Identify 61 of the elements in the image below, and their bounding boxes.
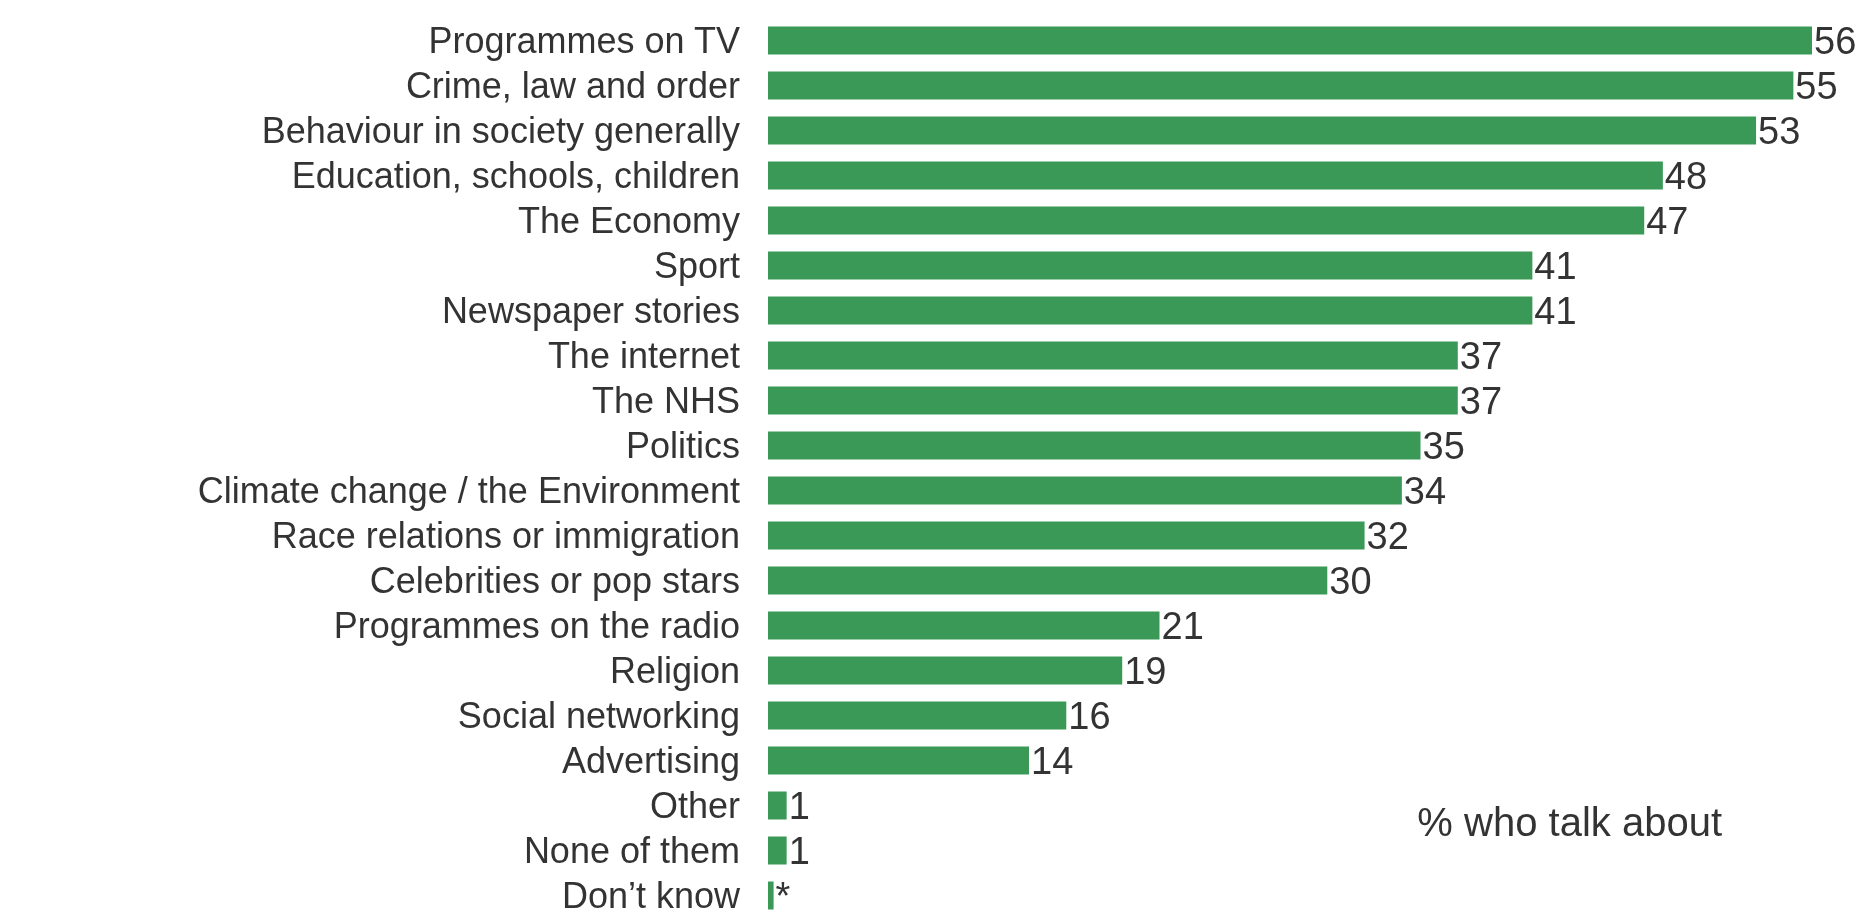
annotation: % who talk about [1417,800,1723,844]
y-tick-label: Religion [609,650,740,691]
y-tick-label: Celebrities or pop stars [369,560,740,601]
y-tick-label: The internet [547,335,740,376]
bar [768,116,1757,145]
data-label: 48 [1664,154,1708,197]
data-label: 21 [1161,604,1204,647]
data-label: 35 [1422,424,1465,467]
data-label: 1 [788,829,810,872]
data-label: 37 [1459,379,1503,422]
bar [768,521,1365,550]
data-label: 55 [1795,64,1838,107]
y-tick-label: Other [649,785,740,826]
data-label: 37 [1459,334,1503,377]
y-tick-label: Newspaper stories [441,290,740,331]
bar [768,341,1458,370]
bar [768,881,774,910]
bar [768,746,1029,775]
bar [768,251,1533,280]
y-tick-label: Race relations or immigration [271,515,740,556]
bar [768,476,1402,505]
y-tick-label: Behaviour in society generally [261,110,740,151]
data-label: * [775,874,791,917]
data-label: 16 [1068,694,1111,737]
bar [768,161,1663,190]
bar [768,206,1645,235]
y-tick-label: Sport [653,245,740,286]
bar [768,71,1794,100]
data-label: 53 [1758,109,1801,152]
y-tick-label: Programmes on TV [428,20,740,61]
bar [768,791,787,820]
bar [768,611,1160,640]
data-label: 19 [1124,649,1167,692]
bar [768,296,1533,325]
data-label: 1 [788,784,810,827]
y-tick-label: Programmes on the radio [333,605,740,646]
data-label: 34 [1403,469,1447,512]
data-label: 32 [1366,514,1409,557]
y-tick-label: The Economy [517,200,740,241]
y-tick-label: Climate change / the Environment [197,470,740,511]
y-tick-label: Advertising [561,740,740,781]
data-label: 47 [1646,199,1689,242]
bar [768,656,1123,685]
y-tick-label: Crime, law and order [405,65,741,106]
y-tick-label: Social networking [457,695,740,736]
bar [768,836,787,865]
bar [768,431,1421,460]
y-tick-label: None of them [523,830,740,871]
bar [768,386,1458,415]
bar [768,701,1067,730]
bar [768,26,1812,55]
y-tick-label: Education, schools, children [291,155,740,196]
data-label: 41 [1534,244,1577,287]
y-tick-label: Don’t know [561,875,741,916]
y-tick-label: The NHS [591,380,740,421]
data-label: 30 [1329,559,1372,602]
data-label: 14 [1031,739,1074,782]
bar [768,566,1328,595]
y-tick-label: Politics [625,425,740,466]
data-label: 56 [1814,19,1857,62]
data-label: 41 [1534,289,1577,332]
